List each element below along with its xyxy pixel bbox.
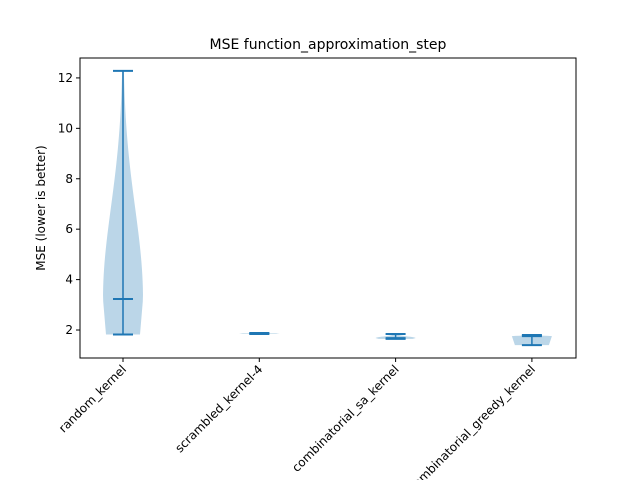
- y-axis-label: MSE (lower is better): [34, 145, 48, 270]
- x-tick-label: combinatorial_greedy_kernel: [406, 362, 538, 480]
- y-tick-label: 2: [65, 323, 73, 337]
- y-tick-label: 10: [58, 121, 73, 135]
- y-tick-label: 12: [58, 71, 73, 85]
- x-tick-label: scrambled_kernel-4: [172, 362, 265, 455]
- plot-frame: [79, 57, 577, 359]
- y-tick-label: 4: [65, 273, 73, 287]
- y-tick-label: 8: [65, 172, 73, 186]
- x-tick-label: combinatorial_sa_kernel: [289, 362, 402, 475]
- y-tick-label: 6: [65, 222, 73, 236]
- chart-title: MSE function_approximation_step: [210, 37, 447, 53]
- x-tick-label: random_kernel: [56, 362, 129, 435]
